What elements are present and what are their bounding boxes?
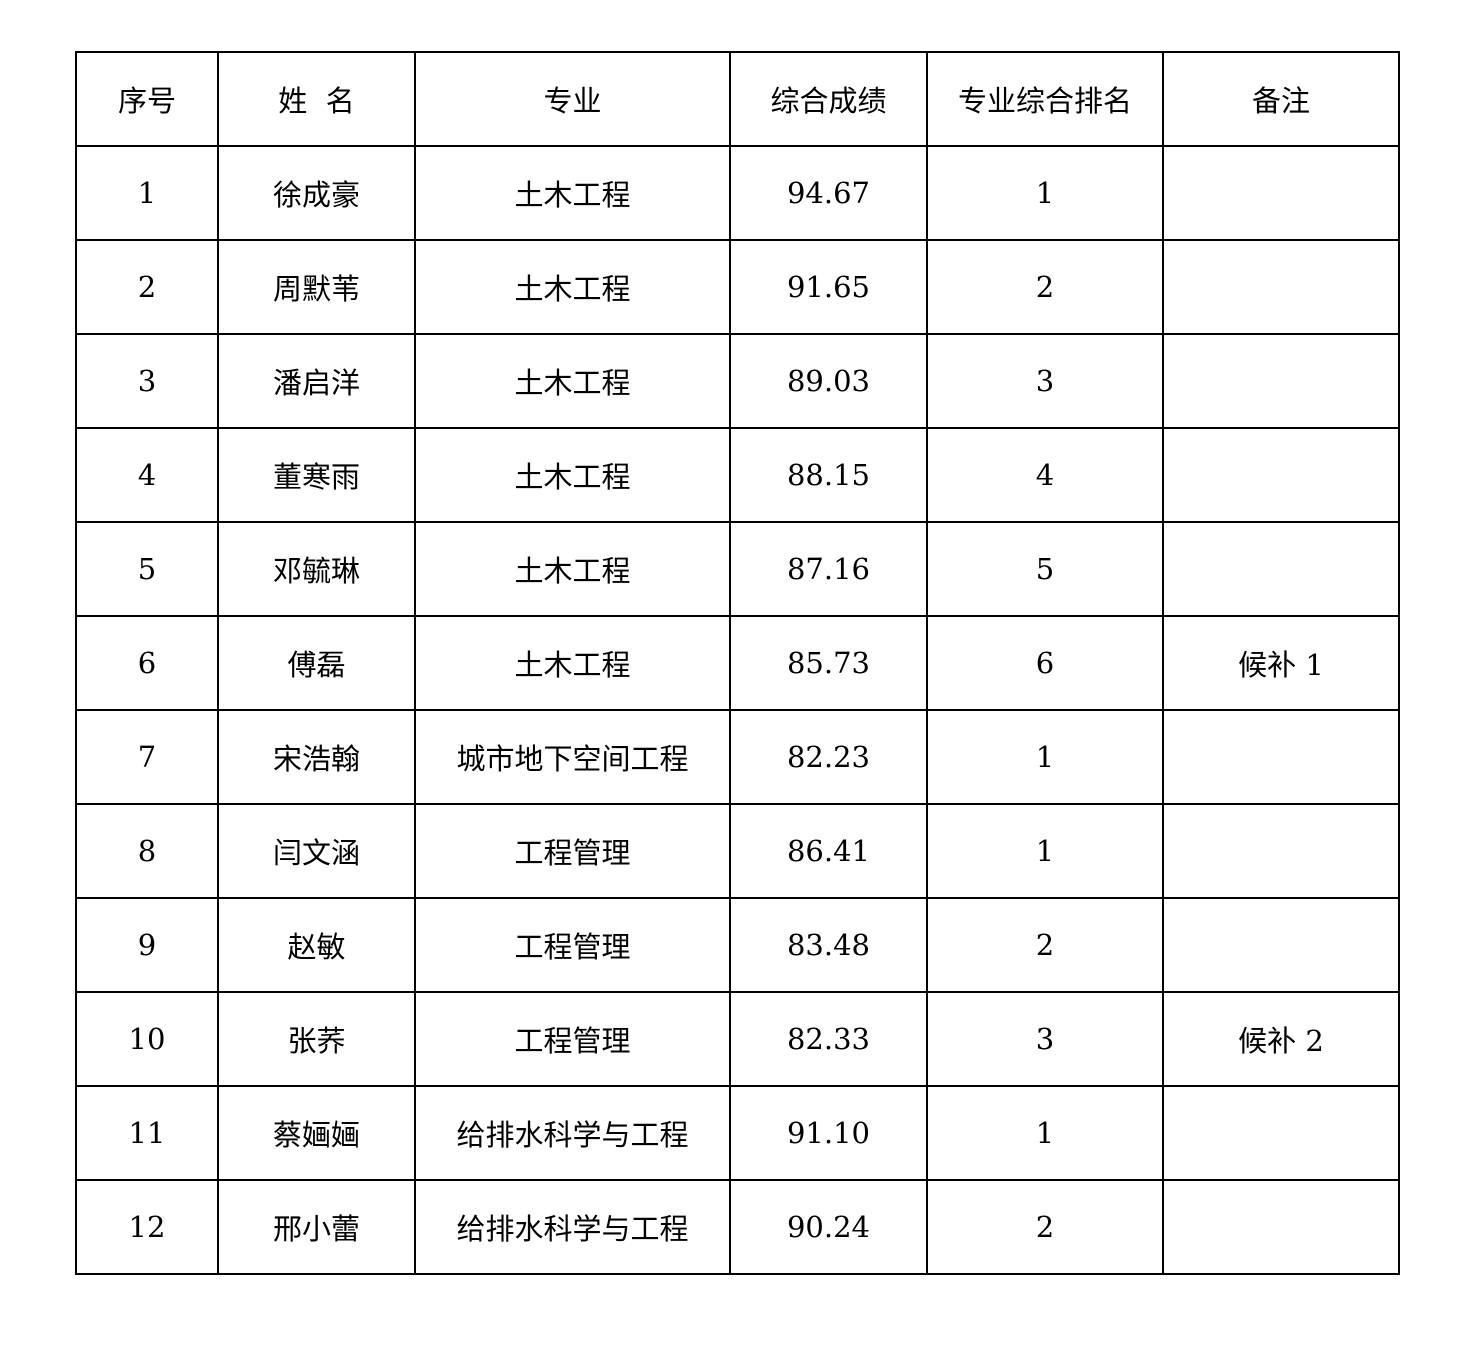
table-row: 8 闫文涵 工程管理 86.41 1 <box>75 803 1400 899</box>
cell-remark <box>1162 521 1400 617</box>
cell-name: 赵敏 <box>217 897 416 993</box>
cell-score: 83.48 <box>729 897 928 993</box>
cell-index: 8 <box>75 803 219 899</box>
cell-name: 邓毓琳 <box>217 521 416 617</box>
cell-name: 宋浩翰 <box>217 709 416 805</box>
cell-name: 邢小蕾 <box>217 1179 416 1275</box>
cell-index: 1 <box>75 145 219 241</box>
table-row: 12 邢小蕾 给排水科学与工程 90.24 2 <box>75 1179 1400 1275</box>
cell-major: 城市地下空间工程 <box>414 709 731 805</box>
table-row: 11 蔡婳婳 给排水科学与工程 91.10 1 <box>75 1085 1400 1181</box>
cell-major: 土木工程 <box>414 145 731 241</box>
cell-name: 徐成豪 <box>217 145 416 241</box>
cell-score: 82.33 <box>729 991 928 1087</box>
cell-remark <box>1162 1085 1400 1181</box>
cell-index: 6 <box>75 615 219 711</box>
cell-rank: 2 <box>926 1179 1164 1275</box>
cell-score: 91.65 <box>729 239 928 335</box>
cell-major: 土木工程 <box>414 521 731 617</box>
cell-rank: 3 <box>926 991 1164 1087</box>
header-score: 综合成绩 <box>729 51 928 147</box>
cell-name: 张荞 <box>217 991 416 1087</box>
table-row: 1 徐成豪 土木工程 94.67 1 <box>75 145 1400 241</box>
cell-remark <box>1162 333 1400 429</box>
header-name: 姓 名 <box>217 51 416 147</box>
ranking-table: 序号 姓 名 专业 综合成绩 专业综合排名 备注 1 徐成豪 土木工程 94.67 1 2… <box>75 51 1400 1275</box>
cell-rank: 4 <box>926 427 1164 523</box>
cell-major: 给排水科学与工程 <box>414 1085 731 1181</box>
cell-score: 90.24 <box>729 1179 928 1275</box>
cell-remark <box>1162 145 1400 241</box>
cell-major: 土木工程 <box>414 239 731 335</box>
cell-name: 闫文涵 <box>217 803 416 899</box>
cell-rank: 1 <box>926 1085 1164 1181</box>
cell-rank: 1 <box>926 803 1164 899</box>
table-row: 10 张荞 工程管理 82.33 3 候补 2 <box>75 991 1400 1087</box>
cell-score: 94.67 <box>729 145 928 241</box>
cell-index: 5 <box>75 521 219 617</box>
header-remark: 备注 <box>1162 51 1400 147</box>
cell-index: 7 <box>75 709 219 805</box>
cell-score: 91.10 <box>729 1085 928 1181</box>
cell-score: 87.16 <box>729 521 928 617</box>
cell-index: 9 <box>75 897 219 993</box>
header-rank: 专业综合排名 <box>926 51 1164 147</box>
cell-name: 董寒雨 <box>217 427 416 523</box>
cell-rank: 6 <box>926 615 1164 711</box>
cell-index: 12 <box>75 1179 219 1275</box>
cell-major: 土木工程 <box>414 615 731 711</box>
cell-name: 傅磊 <box>217 615 416 711</box>
cell-rank: 2 <box>926 897 1164 993</box>
cell-major: 工程管理 <box>414 897 731 993</box>
table-row: 7 宋浩翰 城市地下空间工程 82.23 1 <box>75 709 1400 805</box>
cell-score: 89.03 <box>729 333 928 429</box>
cell-score: 82.23 <box>729 709 928 805</box>
cell-score: 86.41 <box>729 803 928 899</box>
table-row: 5 邓毓琳 土木工程 87.16 5 <box>75 521 1400 617</box>
cell-index: 2 <box>75 239 219 335</box>
table-row: 9 赵敏 工程管理 83.48 2 <box>75 897 1400 993</box>
cell-major: 给排水科学与工程 <box>414 1179 731 1275</box>
cell-remark <box>1162 803 1400 899</box>
cell-remark <box>1162 239 1400 335</box>
cell-name: 潘启洋 <box>217 333 416 429</box>
table-row: 6 傅磊 土木工程 85.73 6 候补 1 <box>75 615 1400 711</box>
cell-major: 工程管理 <box>414 803 731 899</box>
cell-remark: 候补 2 <box>1162 991 1400 1087</box>
header-row: 序号 姓 名 专业 综合成绩 专业综合排名 备注 <box>75 51 1400 147</box>
cell-major: 工程管理 <box>414 991 731 1087</box>
cell-name: 蔡婳婳 <box>217 1085 416 1181</box>
header-index: 序号 <box>75 51 219 147</box>
cell-rank: 5 <box>926 521 1164 617</box>
cell-score: 85.73 <box>729 615 928 711</box>
cell-remark <box>1162 709 1400 805</box>
cell-rank: 1 <box>926 709 1164 805</box>
cell-remark <box>1162 897 1400 993</box>
table-row: 3 潘启洋 土木工程 89.03 3 <box>75 333 1400 429</box>
cell-index: 10 <box>75 991 219 1087</box>
cell-name: 周默苇 <box>217 239 416 335</box>
cell-index: 3 <box>75 333 219 429</box>
cell-rank: 1 <box>926 145 1164 241</box>
table-row: 4 董寒雨 土木工程 88.15 4 <box>75 427 1400 523</box>
cell-score: 88.15 <box>729 427 928 523</box>
cell-major: 土木工程 <box>414 427 731 523</box>
cell-remark <box>1162 1179 1400 1275</box>
cell-rank: 2 <box>926 239 1164 335</box>
cell-index: 4 <box>75 427 219 523</box>
cell-rank: 3 <box>926 333 1164 429</box>
cell-remark <box>1162 427 1400 523</box>
cell-index: 11 <box>75 1085 219 1181</box>
cell-remark: 候补 1 <box>1162 615 1400 711</box>
header-major: 专业 <box>414 51 731 147</box>
table-row: 2 周默苇 土木工程 91.65 2 <box>75 239 1400 335</box>
cell-major: 土木工程 <box>414 333 731 429</box>
